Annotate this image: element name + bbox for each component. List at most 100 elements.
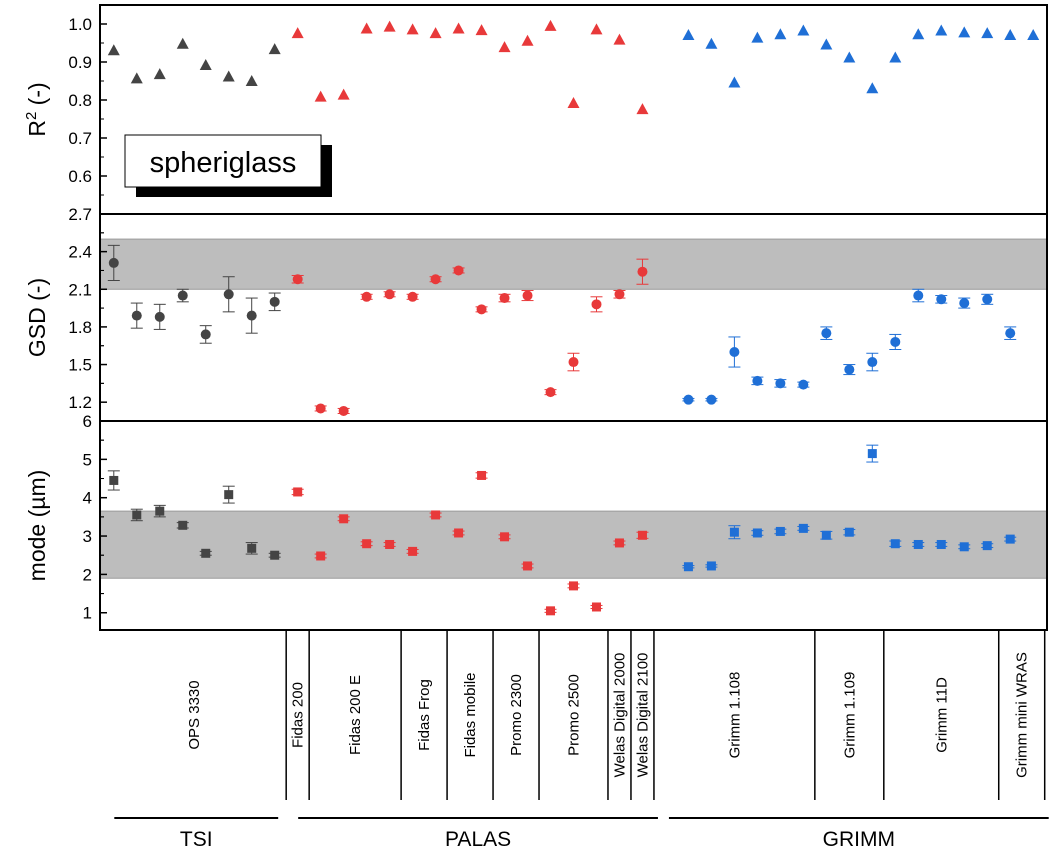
y-axis-label-main: R	[24, 120, 50, 137]
series-palas	[291, 258, 649, 416]
data-point	[705, 37, 718, 49]
y-tick-label: 1.8	[68, 318, 92, 337]
data-point	[982, 294, 993, 305]
data-point	[889, 51, 902, 63]
y-axis-label-sup: 2	[23, 112, 40, 120]
y-axis-label-text: mode (µm)	[24, 470, 50, 582]
data-point	[613, 33, 626, 45]
model-label: Welas Digital 2000	[611, 653, 628, 778]
manufacturer-label: GRIMM	[823, 828, 895, 851]
data-point	[361, 291, 372, 302]
data-point	[798, 523, 808, 533]
data-point	[1004, 29, 1017, 41]
data-point	[247, 543, 257, 553]
data-point	[224, 490, 234, 500]
y-tick-label: 2	[83, 565, 92, 584]
data-point	[1027, 29, 1040, 41]
data-point	[866, 82, 879, 94]
data-point	[268, 43, 281, 55]
data-point	[936, 294, 947, 305]
data-point	[429, 27, 442, 39]
data-point	[431, 510, 441, 520]
annotation-box	[124, 134, 322, 188]
data-point	[958, 26, 971, 38]
panel-mode: 1 2 3 4 5 6 mode (µm)	[24, 412, 1048, 631]
model-label: Fidas Frog	[416, 679, 433, 751]
data-point	[475, 24, 488, 36]
data-point	[752, 528, 762, 538]
data-point	[981, 27, 994, 39]
data-point	[683, 394, 694, 405]
data-point	[176, 37, 189, 49]
data-point	[362, 539, 372, 549]
data-point	[500, 532, 510, 542]
data-point	[132, 510, 142, 520]
data-point	[384, 289, 395, 300]
panel-gsd: 1.2 1.5 1.8 2.1 2.4 2.7 GSD (-)	[24, 205, 1048, 422]
data-point	[936, 539, 946, 549]
y-tick-label: 0.8	[68, 91, 92, 110]
data-point	[292, 274, 303, 285]
data-point	[222, 70, 235, 82]
data-point	[683, 562, 693, 572]
model-label: Grimm 1.108	[726, 672, 743, 759]
data-point	[453, 265, 464, 276]
data-point	[407, 291, 418, 302]
data-point	[223, 289, 234, 300]
data-point	[177, 290, 188, 301]
data-point	[339, 514, 349, 524]
data-point	[890, 336, 901, 347]
data-point	[751, 31, 764, 43]
data-point	[178, 520, 188, 530]
y-tick-label: 2.4	[68, 243, 92, 262]
data-point	[316, 551, 326, 561]
y-tick-label: 4	[83, 489, 92, 508]
data-point	[706, 394, 717, 405]
data-point	[867, 357, 878, 368]
data-point	[959, 298, 970, 309]
model-label: Grimm mini WRAS	[1014, 652, 1031, 778]
model-label: Promo 2300	[508, 674, 525, 756]
data-point	[729, 347, 740, 357]
data-point	[567, 97, 580, 109]
data-point	[452, 22, 465, 34]
manufacturer-label: PALAS	[445, 828, 511, 851]
data-point	[729, 527, 739, 537]
data-point	[774, 28, 787, 40]
data-point	[797, 24, 810, 36]
data-point	[130, 72, 143, 84]
data-point	[523, 561, 533, 571]
data-point	[360, 22, 373, 34]
data-point	[1005, 534, 1015, 544]
y-tick-label: 2.1	[68, 280, 92, 299]
annotation-text: spheriglass	[150, 147, 297, 179]
y-tick-label: 2.7	[68, 205, 92, 224]
model-label: Grimm 11D	[933, 677, 950, 753]
model-label: Grimm 1.109	[841, 672, 858, 759]
data-point	[636, 103, 649, 115]
model-label: Welas Digital 2100	[634, 653, 651, 778]
data-point	[270, 550, 280, 560]
data-point	[200, 329, 211, 340]
data-point	[682, 29, 695, 41]
y-tick-label: 5	[83, 450, 92, 469]
y-tick-label: 0.6	[68, 167, 92, 186]
data-point	[385, 539, 395, 549]
category-axis: OPS 3330 Fidas 200 Fidas 200 E Fidas Frog Fi…	[114, 630, 1049, 851]
data-point	[821, 328, 832, 339]
series-grimm	[682, 444, 1017, 572]
data-point	[867, 449, 877, 459]
series-grimm	[682, 24, 1040, 94]
y-tick-label: 0.9	[68, 53, 92, 72]
data-point	[199, 59, 212, 71]
data-point	[406, 23, 419, 35]
data-point	[913, 290, 924, 301]
model-label: Fidas 200	[290, 682, 307, 748]
data-point	[246, 310, 257, 321]
data-point	[108, 257, 119, 268]
y-axis-label: mode (µm)	[24, 470, 50, 582]
data-point	[131, 310, 142, 321]
data-point	[337, 88, 350, 100]
data-point	[775, 378, 786, 389]
